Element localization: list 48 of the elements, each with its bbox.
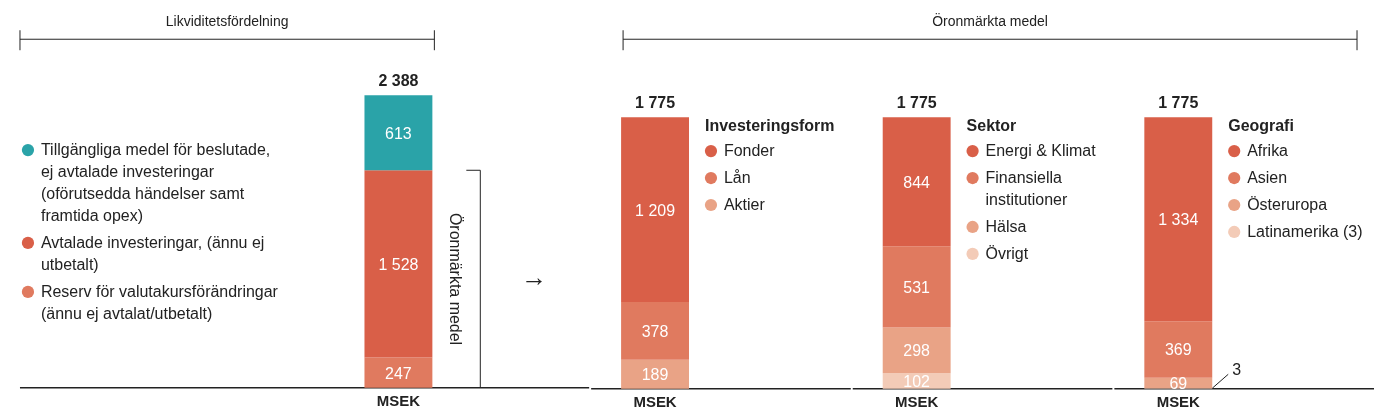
legend-label: Reserv för valutakursförändringar (ännu ej avtalat/utbetalt): [40, 282, 279, 322]
legend-label: Afrika: [1247, 142, 1289, 160]
text: Öronmärkta medel: [932, 12, 1048, 30]
text: Öronmärkta medel: [447, 212, 465, 346]
total-label: 1 775: [1158, 94, 1199, 112]
text: →: [521, 261, 548, 292]
bar: [882, 327, 951, 374]
data-label: 844: [903, 173, 931, 191]
legend-label: Österuropa: [1247, 195, 1328, 213]
legend-label: Energi & Klimat: [985, 142, 1097, 160]
legend-label: Latinamerika (3): [1247, 222, 1363, 240]
data-label: 378: [641, 322, 669, 340]
x-tick-label: MSEK: [633, 392, 677, 410]
data-label: 369: [1164, 341, 1192, 359]
total-label: 2 388: [378, 72, 419, 90]
x-tick-label: MSEK: [376, 391, 421, 409]
total-label: 1 775: [635, 94, 676, 112]
bar: [882, 117, 951, 247]
legend-label: Hälsa: [985, 217, 1027, 235]
legend-label: Avtalade investeringar, (ännu ej utbetalt): [40, 233, 265, 273]
legend-title: Sektor: [966, 117, 1017, 135]
legend-title: Geografi: [1228, 117, 1294, 135]
data-label: 613: [385, 124, 412, 142]
data-label: 189: [641, 366, 669, 384]
total-label: 1 775: [896, 94, 937, 112]
data-label: 531: [903, 278, 931, 296]
legend-label: Aktier: [723, 195, 766, 213]
legend-label: Tillgängliga medel för beslutade, ej avtalade investeringar (oförutsedda händelser samt framtida opex): [40, 141, 271, 224]
x-tick-label: MSEK: [895, 392, 939, 410]
data-label: 1 334: [1158, 211, 1199, 229]
legend-label: Finansiella institutioner: [985, 169, 1068, 208]
data-label: 247: [385, 364, 412, 382]
legend-label: Asien: [1247, 169, 1288, 187]
bar: [1144, 321, 1213, 378]
data-label: 69: [1169, 374, 1188, 392]
data-label: 3: [1232, 361, 1242, 379]
data-label: 1 528: [378, 255, 419, 273]
legend-label: Lån: [723, 169, 751, 187]
data-label: 102: [903, 372, 931, 390]
text: Likviditetsfördelning: [165, 13, 289, 30]
data-label: 298: [903, 342, 931, 360]
bar: [882, 246, 951, 328]
x-tick-label: MSEK: [1156, 392, 1201, 410]
legend-title: Investeringsform: [704, 117, 835, 135]
legend-label: Övrigt: [985, 244, 1029, 262]
data-label: 1 209: [635, 201, 676, 219]
bar: [1144, 117, 1213, 322]
legend-label: Fonder: [723, 142, 776, 160]
